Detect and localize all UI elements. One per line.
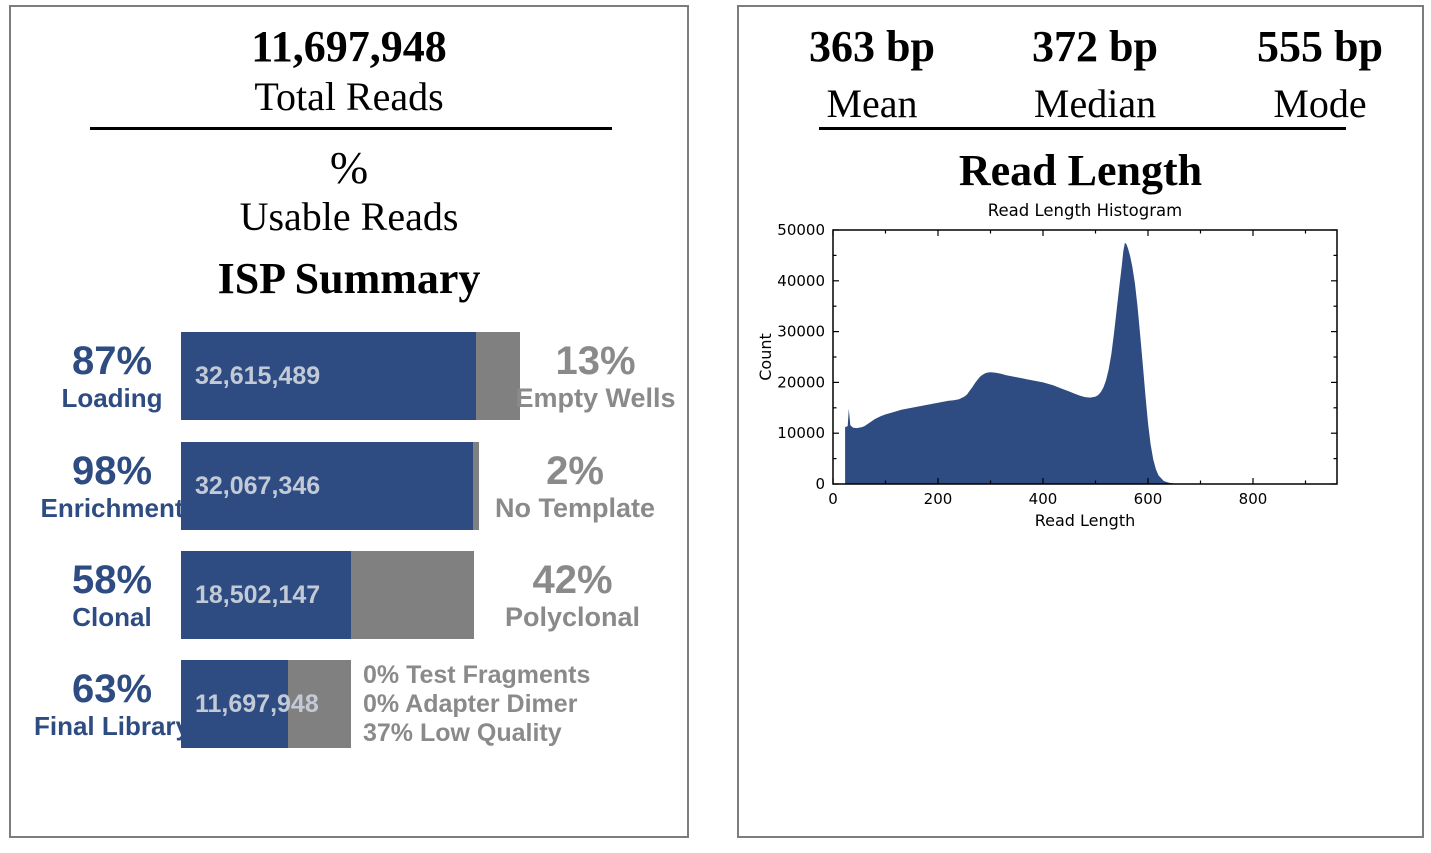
loading-bar-value: 32,615,489 — [195, 361, 321, 390]
final-library-bar: 11,697,948 — [181, 660, 351, 748]
isp-row-clonal-right-label: 42% Polyclonal — [484, 551, 661, 639]
final-library-bar-fill — [181, 660, 289, 748]
svg-text:800: 800 — [1239, 490, 1268, 508]
svg-text:Read Length Histogram: Read Length Histogram — [988, 201, 1182, 220]
empty-wells-percent: 13% — [555, 339, 636, 383]
median-value: 372 bp — [1032, 22, 1158, 71]
svg-text:30000: 30000 — [777, 323, 825, 341]
clonal-bar-fill — [181, 551, 351, 639]
isp-row-final-library-right-label: 0% Test Fragments 0% Adapter Dimer 37% L… — [363, 660, 590, 748]
low-quality-line: 37% Low Quality — [363, 718, 562, 747]
isp-row-enrichment-right-label: 2% No Template — [489, 442, 661, 530]
final-library-bar-value: 11,697,948 — [195, 689, 319, 718]
usable-reads-value: % — [329, 142, 369, 193]
svg-text:Read Length: Read Length — [1035, 511, 1135, 530]
usable-reads-label: Usable Reads — [239, 194, 459, 239]
read-length-histogram: 0 200 400 600 800 0 10000 20000 30000 40000 50000 R… — [756, 195, 1377, 540]
total-reads-label: Total Reads — [254, 74, 444, 119]
isp-row-loading-left-label: 87% Loading — [19, 332, 205, 420]
no-template-percent: 2% — [546, 449, 604, 493]
stat-median: 372 bp Median — [985, 21, 1205, 127]
read-length-panel: 363 bp Mean 372 bp Median 555 bp Mode Re… — [737, 5, 1424, 838]
loading-percent: 87% — [71, 339, 153, 383]
read-length-histogram-chart: 0 200 400 600 800 0 10000 20000 30000 40000 50000 R… — [756, 201, 1338, 530]
enrichment-bar-fill — [181, 442, 474, 530]
clonal-bar: 18,502,147 — [181, 551, 474, 639]
svg-text:40000: 40000 — [777, 272, 825, 290]
mean-value: 363 bp — [809, 22, 935, 71]
polyclonal-percent: 42% — [532, 558, 613, 602]
mode-label: Mode — [1273, 81, 1367, 126]
final-library-percent: 63% — [71, 667, 153, 711]
isp-row-enrichment-left-label: 98% Enrichment — [19, 442, 205, 530]
divider-line — [819, 127, 1346, 130]
svg-text:400: 400 — [1029, 490, 1058, 508]
mode-value: 555 bp — [1257, 22, 1383, 71]
enrichment-bar: 32,067,346 — [181, 442, 479, 530]
loading-name: Loading — [61, 383, 163, 413]
read-length-title: Read Length — [958, 146, 1203, 195]
svg-text:200: 200 — [924, 490, 953, 508]
divider-line — [90, 127, 612, 130]
stat-mean: 363 bp Mean — [762, 21, 982, 127]
isp-row-clonal-left-label: 58% Clonal — [19, 551, 205, 639]
isp-summary-panel: 11,697,948 Total Reads % Usable Reads IS… — [9, 5, 689, 838]
median-label: Median — [1033, 81, 1157, 126]
enrichment-bar-value: 32,067,346 — [195, 471, 321, 500]
total-reads-value: 11,697,948 — [251, 22, 447, 71]
empty-wells-label: Empty Wells — [515, 383, 676, 413]
svg-text:0: 0 — [815, 475, 825, 493]
loading-bar-fill — [181, 332, 476, 420]
no-template-label: No Template — [494, 493, 656, 523]
isp-row-loading-right-label: 13% Empty Wells — [515, 332, 675, 420]
adapter-dimer-line: 0% Adapter Dimer — [363, 689, 578, 718]
clonal-percent: 58% — [71, 558, 153, 602]
final-library-name: Final Library — [33, 711, 191, 741]
stat-mode: 555 bp Mode — [1210, 21, 1430, 127]
clonal-bar-value: 18,502,147 — [195, 580, 321, 609]
svg-text:20000: 20000 — [777, 373, 825, 391]
clonal-name: Clonal — [72, 602, 152, 632]
svg-text:Count: Count — [757, 333, 775, 381]
enrichment-name: Enrichment — [40, 493, 184, 523]
mean-label: Mean — [826, 81, 918, 126]
svg-text:600: 600 — [1134, 490, 1163, 508]
svg-text:50000: 50000 — [777, 221, 825, 239]
svg-text:0: 0 — [828, 490, 838, 508]
test-fragments-line: 0% Test Fragments — [363, 660, 591, 689]
isp-summary-title: ISP Summary — [217, 254, 481, 303]
svg-text:10000: 10000 — [777, 424, 825, 442]
polyclonal-label: Polyclonal — [504, 602, 641, 632]
enrichment-percent: 98% — [71, 449, 153, 493]
isp-row-final-library-left-label: 63% Final Library — [19, 660, 205, 748]
loading-bar: 32,615,489 — [181, 332, 520, 420]
